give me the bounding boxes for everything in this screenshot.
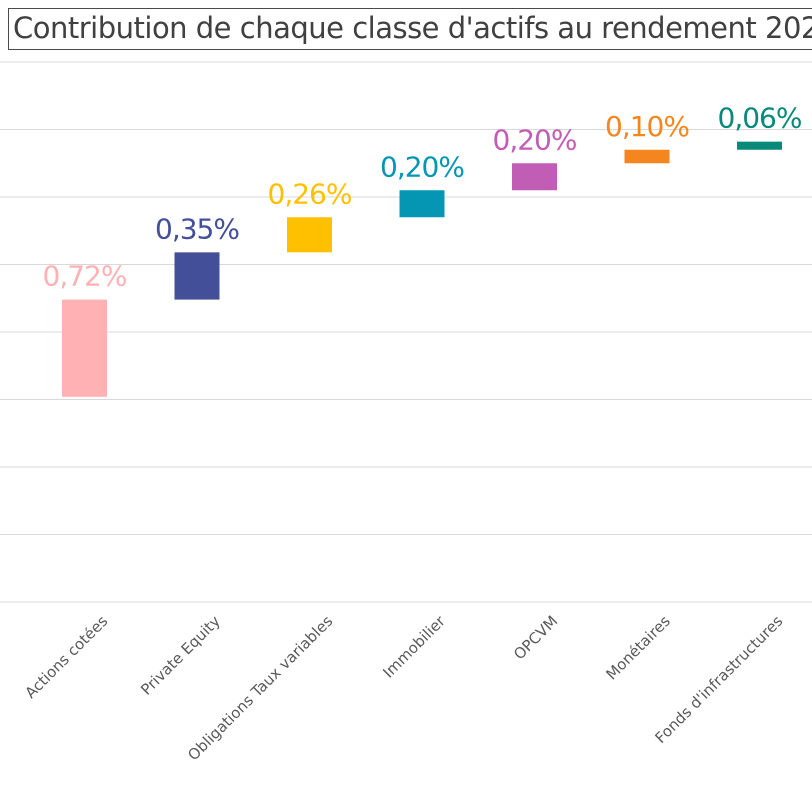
bar xyxy=(399,190,445,218)
value-label: 0,26% xyxy=(268,177,352,210)
category-label: OPCVM xyxy=(510,612,561,663)
value-label: 0,20% xyxy=(380,150,464,183)
category-label: Monétaires xyxy=(602,612,674,684)
bar xyxy=(737,141,782,150)
value-label: 0,20% xyxy=(493,123,577,156)
bars xyxy=(62,141,782,397)
bar xyxy=(512,163,557,191)
category-labels: Actions cotées Private EquityObligations … xyxy=(21,612,812,765)
bar xyxy=(174,252,220,300)
bar xyxy=(62,299,107,397)
bar xyxy=(624,149,670,164)
value-label: 0,35% xyxy=(155,212,239,245)
value-labels: %0,72%0,35%0,26%0,20%0,20%0,10%0,06% xyxy=(43,102,803,293)
bar xyxy=(287,217,332,253)
chart-title: Contribution de chaque classe d'actifs a… xyxy=(13,11,812,45)
category-label: Immobilier xyxy=(379,612,449,682)
gridlines xyxy=(0,61,812,603)
value-label: 0,06% xyxy=(718,102,802,135)
category-label: Actions cotées xyxy=(21,612,111,702)
value-label: 0,72% xyxy=(43,260,127,293)
chart-title-box: Contribution de chaque classe d'actifs a… xyxy=(8,8,812,50)
category-label: Fonds d'infrastructures xyxy=(651,612,786,747)
value-label: 0,10% xyxy=(605,110,689,143)
category-label: Private Equity xyxy=(137,612,224,699)
